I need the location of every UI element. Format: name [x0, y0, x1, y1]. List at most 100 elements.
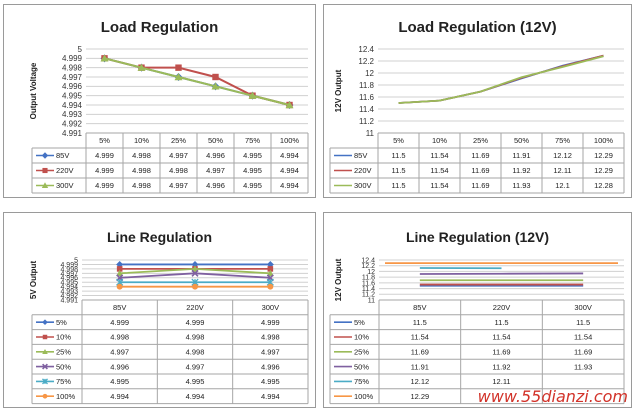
data-point [42, 393, 48, 399]
data-label: 4.996 [261, 362, 280, 371]
y-tick-label: 4.998 [60, 266, 78, 273]
data-label: 11.93 [512, 181, 530, 190]
data-point [192, 283, 198, 290]
legend-entry: 75% [56, 377, 71, 386]
y-axis-label: Output Voltage [29, 62, 38, 119]
data-point [175, 64, 182, 71]
data-point [100, 54, 109, 62]
y-tick-label: 4.995 [60, 280, 78, 287]
legend-entry: 100% [56, 392, 76, 401]
data-label: 4.995 [261, 377, 280, 386]
x-category-label: 220V [186, 303, 204, 312]
data-point [191, 265, 199, 272]
data-label: 12.11 [492, 377, 510, 386]
data-label: 12.28 [594, 181, 613, 190]
watermark: www.55dianzi.com [477, 387, 628, 406]
data-label: 11.5 [391, 166, 405, 175]
data-point [116, 283, 123, 290]
data-label: 11.69 [471, 151, 489, 160]
series-25pct [116, 265, 274, 277]
data-label: 4.999 [95, 151, 114, 160]
x-category-label: 10% [134, 136, 149, 145]
data-label: 4.998 [132, 151, 151, 160]
x-category-label: 85V [113, 303, 126, 312]
data-label: 4.995 [243, 151, 262, 160]
data-point [267, 266, 274, 272]
y-tick-label: 4.996 [62, 82, 83, 91]
data-label: 11.54 [430, 151, 448, 160]
data-label: 4.998 [186, 333, 205, 342]
y-tick-label: 12 [365, 69, 374, 78]
data-label: 11.69 [411, 348, 429, 357]
y-tick-label: 4.997 [60, 271, 78, 278]
data-label: 4.999 [95, 181, 114, 190]
y-tick-label: 4.991 [62, 129, 83, 138]
legend-entry: 85V [56, 151, 69, 160]
y-axis-label: 5V Output [29, 261, 38, 300]
legend-entry: 25% [354, 348, 369, 357]
data-label: 12.29 [594, 151, 613, 160]
legend-entry: 300V [354, 181, 372, 190]
data-label: 11.91 [512, 151, 530, 160]
series-50pct [419, 272, 584, 275]
data-label: 4.996 [110, 362, 129, 371]
y-tick-label: 4.999 [60, 262, 78, 269]
y-tick-label: 11.4 [362, 286, 375, 293]
data-label: 4.994 [280, 181, 299, 190]
legend-entry: 5% [354, 318, 365, 327]
data-point [248, 91, 257, 99]
y-axis-label: 12V Output [334, 258, 343, 301]
data-label: 11.5 [494, 318, 508, 327]
y-tick-label: 11.4 [359, 105, 375, 114]
data-label: 12.12 [553, 151, 572, 160]
data-label: 4.994 [280, 166, 299, 175]
y-tick-label: 4.993 [60, 289, 78, 296]
series-85v [398, 54, 604, 104]
data-label: 11.69 [471, 181, 489, 190]
data-label: 11.69 [574, 348, 592, 357]
data-table: 85V 220V 300V 5% 4.999 4.999 4.999 10% 4.998 4.99… [31, 299, 309, 405]
legend-entry: 75% [354, 377, 369, 386]
data-table: 85V 220V 300V 5% 11.5 11.5 11.5 10% 11.54 11.54 11… [329, 299, 625, 405]
y-tick-label: 11.8 [359, 81, 375, 90]
data-label: 4.998 [169, 166, 188, 175]
data-label: 4.997 [261, 348, 280, 357]
y-tick-label: 4.993 [62, 110, 83, 119]
legend-entry: 10% [354, 333, 369, 342]
data-label: 11.5 [391, 151, 405, 160]
data-label: 11.5 [391, 181, 405, 190]
y-tick-label: 4.992 [62, 119, 83, 128]
y-tick-label: 4.998 [62, 63, 83, 72]
x-category-label: 5% [99, 136, 110, 145]
x-category-label: 25% [171, 136, 186, 145]
legend-entry: 100% [354, 392, 374, 401]
data-point [42, 378, 48, 385]
y-tick-label: 12.4 [361, 257, 375, 264]
y-tick-label: 11.2 [359, 117, 375, 126]
data-label: 11.54 [430, 166, 448, 175]
data-point [41, 152, 49, 159]
load-regulation-panel: Load Regulation Output Voltage 4.991 4.992… [3, 4, 316, 198]
series-line [104, 57, 290, 106]
data-label: 11.54 [411, 333, 429, 342]
data-point [42, 167, 48, 174]
series-100pct [116, 283, 274, 290]
y-axis-label: 12V Output [334, 69, 343, 112]
data-label: 4.998 [186, 348, 205, 357]
legend-entry: 300V [56, 181, 74, 190]
y-tick-label: 11.8 [362, 275, 375, 282]
y-tick-label: 11.2 [362, 292, 375, 299]
data-point [285, 101, 294, 109]
data-label: 4.998 [261, 333, 280, 342]
legend-entry: 220V [354, 166, 372, 175]
data-label: 11.69 [492, 348, 510, 357]
data-label: 4.995 [110, 377, 129, 386]
y-tick-label: 4.991 [60, 297, 78, 304]
y-tick-label: 4.992 [60, 293, 78, 300]
series-line [419, 272, 584, 275]
data-label: 11.69 [471, 166, 489, 175]
data-label: 11.54 [574, 333, 592, 342]
x-category-label: 300V [262, 303, 280, 312]
